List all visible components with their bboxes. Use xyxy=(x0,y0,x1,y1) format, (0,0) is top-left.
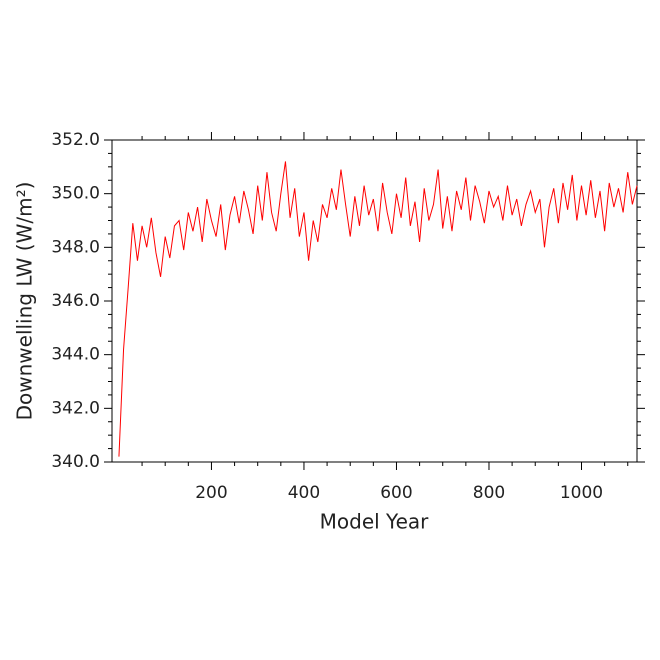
plot-frame xyxy=(111,139,638,463)
x-tick-label: 1000 xyxy=(560,483,603,503)
y-tick-label: 348.0 xyxy=(51,237,100,257)
x-tick-label: 600 xyxy=(380,483,412,503)
y-tick-label: 340.0 xyxy=(51,452,100,472)
x-axis-label: Model Year xyxy=(320,510,430,534)
y-tick-label: 352.0 xyxy=(51,130,100,150)
y-tick-label: 350.0 xyxy=(51,184,100,204)
y-tick-label: 346.0 xyxy=(51,291,100,311)
x-tick-label: 800 xyxy=(473,483,505,503)
x-tick-label: 200 xyxy=(195,483,227,503)
data-line xyxy=(118,161,638,457)
x-tick-label: 400 xyxy=(288,483,320,503)
y-tick-label: 344.0 xyxy=(51,345,100,365)
y-tick-label: 342.0 xyxy=(51,398,100,418)
y-axis-label: Downwelling LW (W/m²) xyxy=(13,182,37,421)
